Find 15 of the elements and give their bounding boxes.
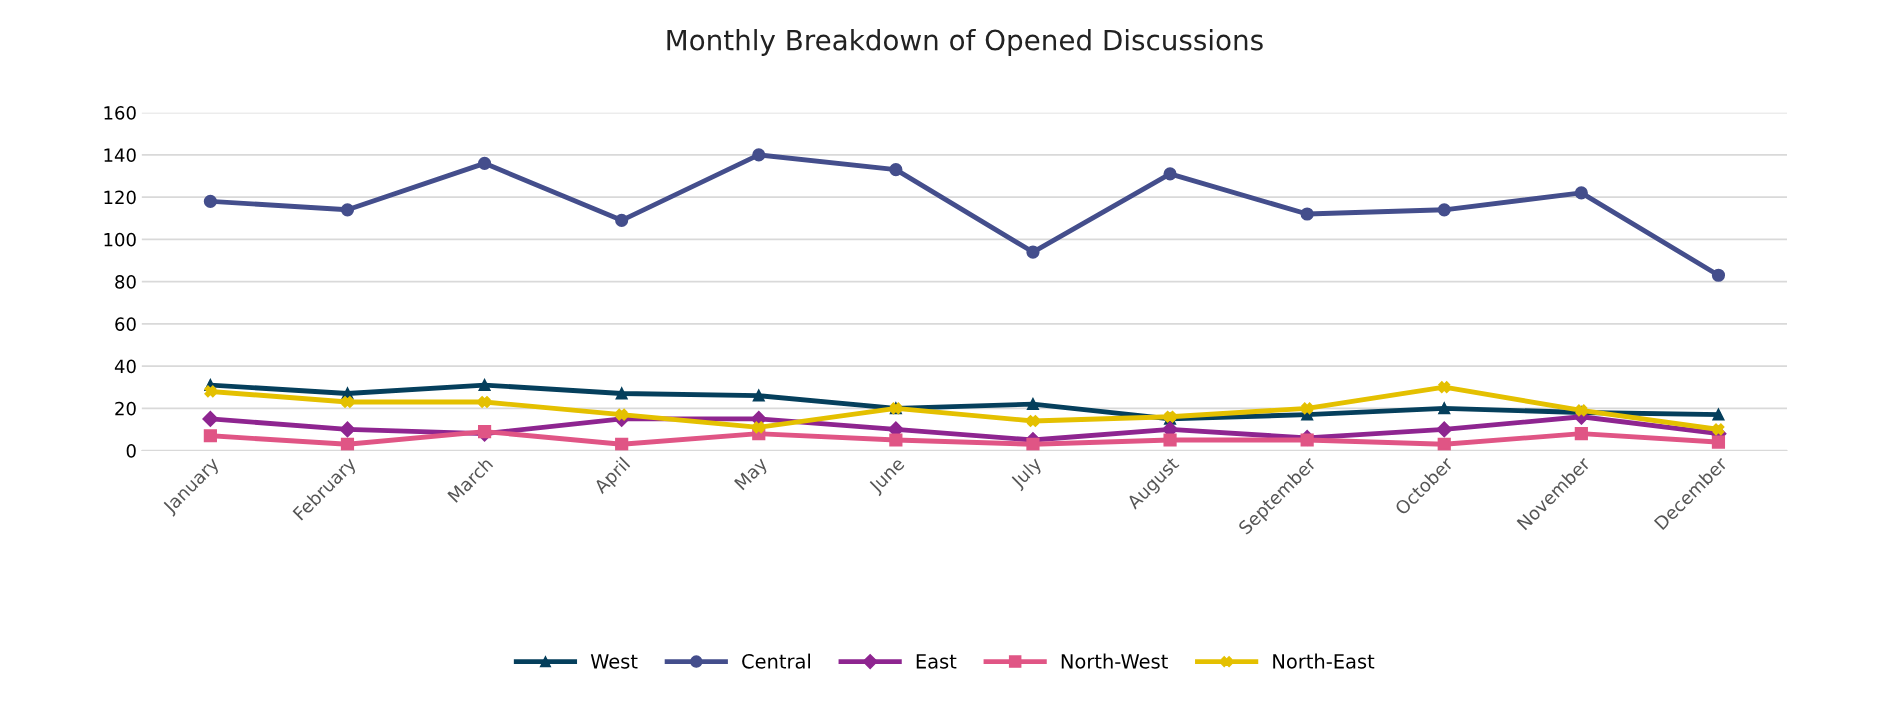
y-tick-label: 120: [104, 190, 136, 205]
legend-label: West: [590, 654, 638, 669]
chart-title: Monthly Breakdown of Opened Discussions: [667, 29, 1263, 56]
legend-label: North-West: [1061, 653, 1168, 669]
legend-label: Central: [742, 653, 810, 669]
legend-label: North-East: [1273, 653, 1375, 669]
y-tick-label: 40: [114, 359, 136, 374]
y-tick-label: 0: [126, 444, 136, 458]
y-tick-label: 60: [115, 317, 136, 331]
y-tick-label: 100: [104, 232, 136, 247]
y-tick-label: 80: [115, 275, 136, 289]
y-tick-label: 140: [104, 148, 136, 162]
y-tick-label: 160: [104, 106, 136, 120]
legend-label: East: [916, 654, 957, 669]
y-tick-label: 20: [115, 401, 136, 416]
